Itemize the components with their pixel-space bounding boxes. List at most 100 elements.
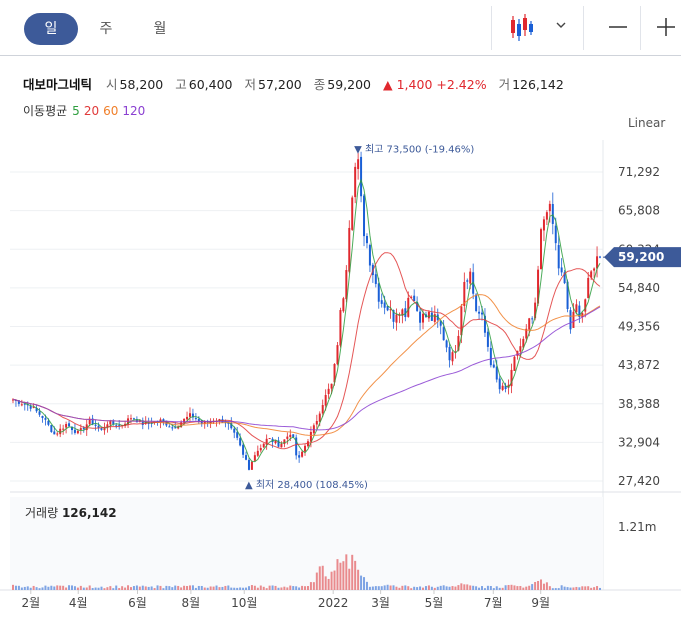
volume-bar xyxy=(333,570,336,590)
candle-body xyxy=(265,438,268,445)
volume-bar xyxy=(371,586,374,590)
volume-bar xyxy=(413,586,416,590)
candle-body xyxy=(522,338,525,348)
candle-body xyxy=(247,459,250,470)
close-value: 59,200 xyxy=(327,77,372,92)
candle-body xyxy=(492,364,495,368)
price-tick-label: 32,904 xyxy=(618,435,660,449)
candle-body xyxy=(262,443,265,448)
candle-body xyxy=(298,455,301,458)
price-tick-label: 71,292 xyxy=(618,165,660,179)
candle-body xyxy=(280,443,283,448)
current-price-tag xyxy=(604,247,681,268)
candle-body xyxy=(186,416,189,420)
plus-icon[interactable] xyxy=(654,0,678,55)
candle-body xyxy=(239,438,242,446)
tab-weekly[interactable]: 주 xyxy=(99,21,113,37)
candle-body xyxy=(174,427,177,429)
ma-5-label: 5 xyxy=(72,104,80,118)
volume-bar xyxy=(35,587,38,590)
volume-bar xyxy=(451,586,454,590)
candle-body xyxy=(47,420,50,425)
volume-bar xyxy=(112,588,115,590)
candle-body xyxy=(14,400,17,402)
volume-bar xyxy=(554,588,557,590)
volume-bar xyxy=(422,587,425,590)
candle-body xyxy=(401,309,404,316)
candle-body xyxy=(584,299,587,312)
volume-bar xyxy=(197,585,200,590)
candle-body xyxy=(531,318,534,320)
volume-bar xyxy=(448,586,451,590)
chevron-down-icon[interactable] xyxy=(553,0,569,55)
ma-20-label: 20 xyxy=(83,104,100,118)
moving-average-legend[interactable]: 이동평균 5 20 60 120 xyxy=(23,102,150,119)
tab-monthly[interactable]: 월 xyxy=(153,21,167,37)
candle-body xyxy=(274,440,277,444)
volume-bar xyxy=(162,588,165,590)
x-tick-label: 6월 xyxy=(128,596,147,610)
volume-bar xyxy=(239,587,242,590)
candle-body xyxy=(413,295,416,302)
candle-body xyxy=(422,313,425,323)
candle-body xyxy=(513,356,516,371)
volume-bar xyxy=(12,584,14,590)
low-label: 저 xyxy=(244,77,257,92)
high-label: 고 xyxy=(175,77,187,92)
candles xyxy=(12,151,601,471)
volume-bar xyxy=(165,585,168,590)
volume-panel-label: 거래량 126,142 xyxy=(25,506,117,520)
candle-body xyxy=(53,431,56,435)
candle-body xyxy=(129,418,132,420)
moving-average-5-line xyxy=(12,178,601,463)
candle-body xyxy=(489,347,492,366)
candle-body xyxy=(183,418,186,423)
candle-body xyxy=(50,425,53,433)
volume-bar xyxy=(212,586,215,590)
volume-bar xyxy=(330,571,333,590)
volume-bar xyxy=(283,586,286,590)
volume-bar xyxy=(436,586,439,590)
volume-bar xyxy=(265,588,268,590)
current-price-label: 59,200 xyxy=(618,250,664,264)
volume-bar xyxy=(100,586,103,590)
candle-body xyxy=(301,451,304,457)
candle-body xyxy=(168,426,171,428)
candle-body xyxy=(407,297,410,317)
tab-daily[interactable]: 일 xyxy=(24,13,78,45)
volume-bar xyxy=(442,585,445,590)
volume-bar xyxy=(135,585,138,590)
volume-bar xyxy=(147,586,150,590)
candle-body xyxy=(103,428,106,431)
candle-body xyxy=(20,404,23,406)
volume-bar xyxy=(127,585,130,590)
volume-bar xyxy=(242,587,245,590)
candle-body xyxy=(236,432,239,438)
volume-bar xyxy=(475,586,478,590)
candle-body xyxy=(478,311,481,314)
volume-bar xyxy=(188,585,191,590)
stock-info-row: 대보마그네틱 시 58,200 고 60,400 저 57,200 종 59,200 ▲… xyxy=(23,74,572,93)
candle-body xyxy=(203,421,206,424)
volume-bar xyxy=(339,562,342,590)
chart-toolbar: 일 주 월 xyxy=(0,0,681,56)
x-tick-label: 5월 xyxy=(425,596,444,610)
x-tick-label: 2월 xyxy=(21,596,40,610)
candlestick-chart-icon[interactable] xyxy=(508,0,538,55)
candle-body xyxy=(466,280,469,282)
minus-icon[interactable] xyxy=(606,0,630,55)
candle-body xyxy=(250,461,253,470)
volume-bar xyxy=(363,577,366,590)
candle-body xyxy=(32,407,35,409)
candle-body xyxy=(368,245,371,266)
candle-body xyxy=(545,212,548,220)
candle-body xyxy=(439,321,442,326)
candle-body xyxy=(560,267,563,273)
volume-bar xyxy=(124,587,127,590)
candle-body xyxy=(534,302,537,319)
candle-body xyxy=(68,423,71,427)
candle-body xyxy=(392,310,395,322)
volume-bar xyxy=(109,586,112,590)
scale-toggle[interactable]: Linear xyxy=(628,116,666,130)
